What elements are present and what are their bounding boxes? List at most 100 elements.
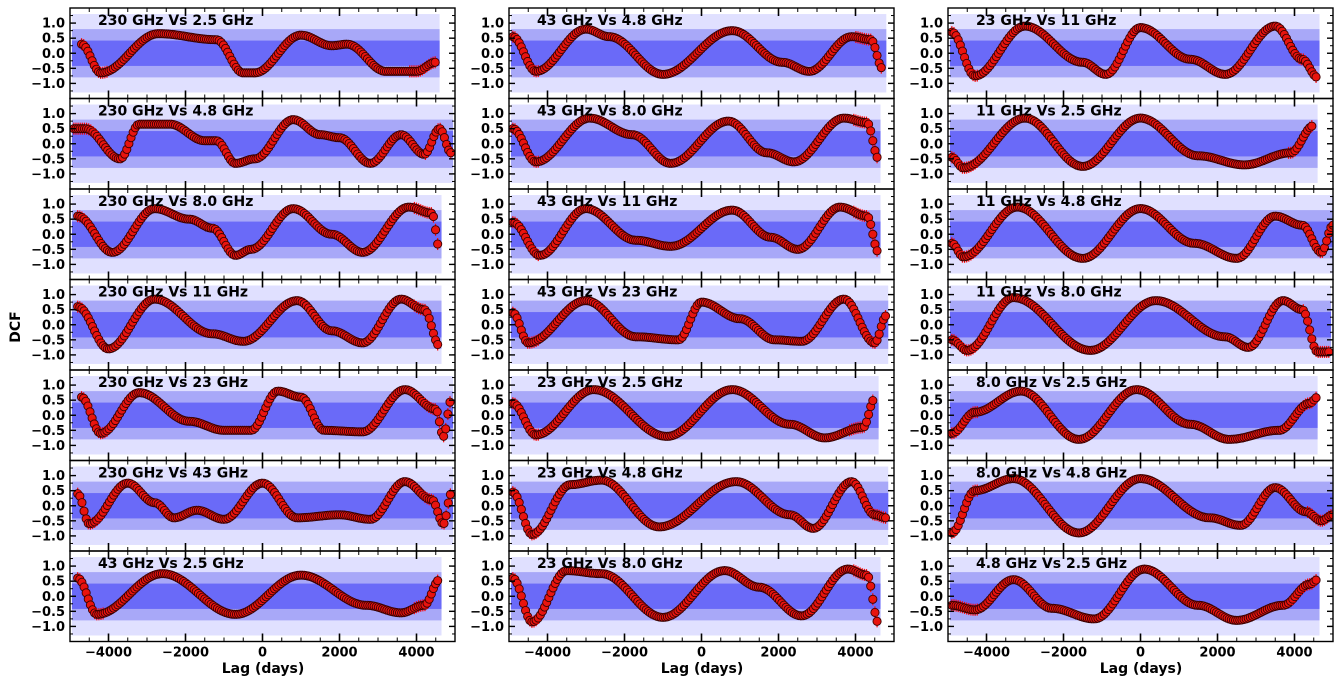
- data-point: [441, 424, 451, 434]
- panel-title: 23 GHz Vs 11 GHz: [976, 13, 1116, 29]
- y-tick-label: 1.0: [481, 107, 504, 122]
- y-tick-label: 1.0: [481, 17, 504, 32]
- y-tick-label: −1.0: [31, 167, 65, 182]
- data-point: [433, 239, 443, 249]
- y-tick-label: −1.0: [470, 77, 504, 92]
- y-tick-label: 0.0: [481, 409, 504, 424]
- y-tick-label: 1.0: [481, 198, 504, 213]
- data-point: [872, 246, 882, 256]
- data-point: [77, 498, 87, 508]
- data-point: [880, 311, 891, 321]
- data-point: [1322, 236, 1332, 246]
- panel-15: 1.00.50.0−0.5−1.0 23 GHz Vs 11 GHz: [909, 7, 1334, 100]
- panel-title: 23 GHz Vs 4.8 GHz: [537, 466, 683, 482]
- y-tick-label: 0.5: [42, 32, 65, 47]
- y-tick-label: 0.5: [481, 32, 504, 47]
- y-tick-label: −0.5: [470, 605, 504, 620]
- y-tick-label: 0.5: [481, 575, 504, 590]
- data-point: [870, 42, 880, 53]
- band-inner: [949, 131, 1318, 157]
- y-tick-label: 0.5: [920, 122, 943, 137]
- panel-plot-area: [71, 14, 440, 93]
- y-tick-label: −0.5: [31, 514, 65, 529]
- y-tick-label: 1.0: [42, 379, 65, 394]
- y-tick-label: 0.0: [42, 590, 65, 605]
- band-inner: [71, 493, 454, 519]
- y-tick-label: 1.0: [481, 379, 504, 394]
- y-tick-label: 0.0: [481, 228, 504, 243]
- data-point: [872, 152, 882, 162]
- data-point: [864, 572, 874, 582]
- y-tick-label: 0.5: [42, 394, 65, 409]
- panel-title: 23 GHz Vs 2.5 GHz: [537, 375, 683, 391]
- y-tick-label: 0.5: [42, 122, 65, 137]
- panel-9: 1.00.50.0−0.5−1.0 43 GHz Vs 8.0 GHz: [470, 97, 895, 190]
- x-tick-label: 0: [697, 646, 706, 661]
- data-point: [432, 407, 442, 417]
- y-tick-label: 0.0: [42, 47, 65, 62]
- panel-title: 230 GHz Vs 2.5 GHz: [98, 13, 253, 29]
- data-point: [1328, 220, 1333, 230]
- panel-3: 1.00.50.0−0.5−1.0 230 GHz Vs 8.0 GHz: [31, 188, 456, 281]
- data-point: [445, 397, 455, 407]
- y-tick-label: −0.5: [31, 605, 65, 620]
- y-tick-label: 1.0: [42, 469, 65, 484]
- data-point: [868, 229, 878, 239]
- y-tick-label: −1.0: [31, 439, 65, 454]
- data-point: [443, 409, 453, 419]
- y-tick-label: −0.5: [31, 333, 65, 348]
- panel-plot-area: [509, 557, 882, 636]
- y-tick-label: 0.0: [481, 590, 504, 605]
- data-point: [866, 219, 876, 229]
- y-tick-label: 0.0: [481, 137, 504, 152]
- y-tick-label: −0.5: [909, 152, 943, 167]
- panel-title: 230 GHz Vs 11 GHz: [98, 285, 248, 301]
- y-tick-label: −0.5: [31, 62, 65, 77]
- y-tick-label: 0.0: [42, 409, 65, 424]
- y-tick-label: 0.5: [481, 484, 504, 499]
- panel-plot-area: [71, 466, 455, 545]
- panel-1: 1.00.50.0−0.5−1.0 230 GHz Vs 2.5 GHz: [31, 7, 456, 100]
- y-tick-label: 0.5: [481, 122, 504, 137]
- data-point: [516, 591, 526, 601]
- y-tick-label: 1.0: [481, 288, 504, 303]
- data-point: [861, 417, 872, 427]
- y-tick-label: 0.5: [920, 32, 943, 47]
- data-point: [870, 607, 880, 617]
- panel-title: 43 GHz Vs 8.0 GHz: [537, 104, 683, 120]
- data-point: [874, 329, 884, 339]
- x-tick-label: −2000: [162, 646, 209, 661]
- x-tick-label: −2000: [601, 646, 648, 661]
- panel-10: 1.00.50.0−0.5−1.0 43 GHz Vs 11 GHz: [470, 188, 895, 281]
- panel-plot-area: [71, 285, 443, 364]
- panel-title: 43 GHz Vs 11 GHz: [537, 194, 677, 210]
- y-tick-label: 1.0: [920, 198, 943, 213]
- y-tick-label: −1.0: [31, 77, 65, 92]
- panel-6: 1.00.50.0−0.5−1.0 230 GHz Vs 43 GHz: [31, 459, 456, 552]
- data-point: [880, 513, 891, 523]
- y-tick-label: 1.0: [481, 469, 504, 484]
- panel-plot-area: [71, 557, 443, 636]
- panel-2: 1.00.50.0−0.5−1.0 230 GHz Vs 4.8 GHz: [31, 97, 456, 190]
- data-point: [868, 136, 878, 146]
- data-point: [428, 212, 438, 222]
- data-point: [872, 50, 882, 61]
- y-tick-label: 0.0: [481, 499, 504, 514]
- y-tick-label: 1.0: [42, 560, 65, 575]
- y-tick-label: 0.5: [42, 303, 65, 318]
- y-tick-label: −0.5: [470, 243, 504, 258]
- y-tick-label: −0.5: [470, 62, 504, 77]
- panel-plot-area: [509, 376, 879, 455]
- y-tick-label: 0.0: [42, 499, 65, 514]
- data-point: [439, 518, 449, 528]
- data-point: [434, 417, 444, 427]
- y-tick-label: 0.0: [920, 137, 943, 152]
- data-point: [433, 576, 443, 586]
- panel-plot-area: [71, 376, 455, 455]
- y-tick-label: 1.0: [42, 288, 65, 303]
- y-tick-label: −1.0: [909, 167, 943, 182]
- y-tick-label: 0.0: [42, 318, 65, 333]
- y-tick-label: −0.5: [31, 424, 65, 439]
- data-point: [441, 511, 451, 521]
- panel-title: 11 GHz Vs 2.5 GHz: [976, 104, 1122, 120]
